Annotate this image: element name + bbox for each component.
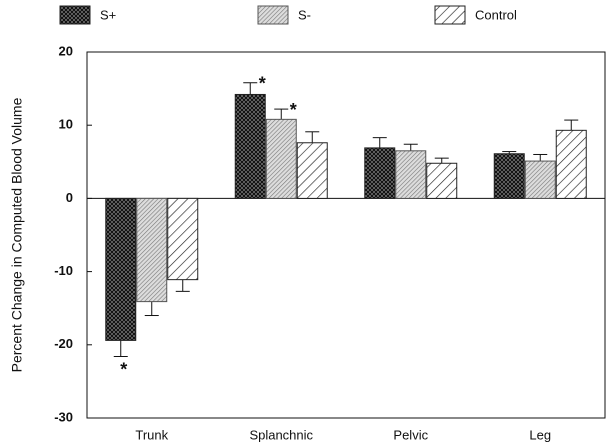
plot-frame — [86, 51, 606, 419]
y-tick-label: -20 — [54, 336, 73, 351]
bar — [555, 129, 587, 199]
y-tick-label: 20 — [59, 43, 73, 58]
bar — [265, 118, 297, 199]
x-tick-label: Trunk — [135, 427, 168, 442]
x-tick-label: Splanchnic — [249, 427, 313, 442]
legend-swatch — [257, 5, 289, 25]
y-tick-label: -10 — [54, 263, 73, 278]
y-tick-label: -30 — [54, 409, 73, 424]
annotation: * — [120, 359, 127, 379]
legend-swatch — [59, 5, 91, 25]
legend-swatch — [434, 5, 466, 25]
y-tick-label: 0 — [66, 190, 73, 205]
legend-label: S+ — [100, 7, 116, 22]
y-axis-label: Percent Change in Computed Blood Volume — [9, 97, 25, 372]
x-tick-label: Leg — [529, 427, 551, 442]
annotation: * — [290, 100, 297, 120]
y-tick-label: 10 — [59, 117, 73, 132]
bar — [524, 160, 556, 199]
x-tick-label: Pelvic — [393, 427, 428, 442]
legend-label: S- — [298, 7, 311, 22]
bar — [426, 162, 458, 199]
legend-label: Control — [475, 7, 517, 22]
bar — [136, 197, 168, 303]
bar — [395, 150, 427, 199]
bar — [296, 142, 328, 199]
bar — [105, 197, 137, 341]
bar — [493, 153, 525, 199]
bar — [167, 197, 199, 281]
bar — [234, 93, 266, 199]
annotation: * — [259, 73, 266, 93]
bar — [364, 147, 396, 199]
